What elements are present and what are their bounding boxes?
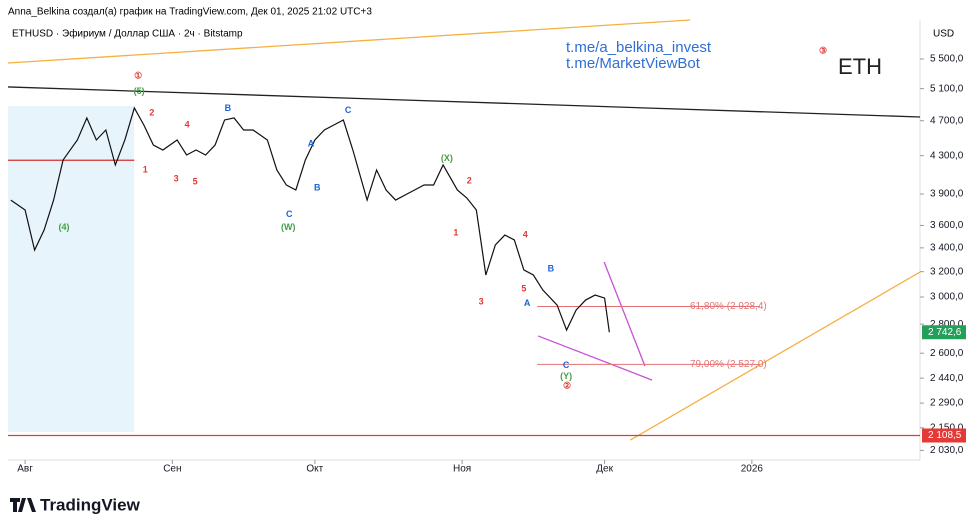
fib-label: 79,00% (2 527,0) <box>690 359 767 370</box>
wave-label: 2 <box>467 175 472 185</box>
y-tick-label: 2 150,0 <box>930 422 964 433</box>
fib-label: 61,80% (2 928,4) <box>690 301 767 312</box>
price-label: 2 108,5 <box>928 430 962 441</box>
wave-label: B <box>314 182 321 192</box>
wave-label: C <box>345 105 352 115</box>
wave-label: B <box>225 103 232 113</box>
price-label: 2 742,6 <box>928 327 962 338</box>
wave-label: 1 <box>453 228 458 238</box>
wave-label: 5 <box>193 176 198 186</box>
frame <box>0 0 974 1</box>
y-tick-label: 2 800,0 <box>930 319 964 330</box>
y-tick-label: 5 500,0 <box>930 54 964 65</box>
wave-label: B <box>548 264 555 274</box>
wave-label: C <box>563 360 570 370</box>
wave-label: ① <box>134 70 142 80</box>
x-tick-label: Авг <box>17 464 33 475</box>
y-tick-label: 2 030,0 <box>930 445 964 456</box>
wave-label: 4 <box>523 230 528 240</box>
y-tick-label: 3 200,0 <box>930 266 964 277</box>
price-label-box <box>922 325 966 340</box>
x-tick-label: Окт <box>306 464 323 475</box>
wave-label: (X) <box>441 153 453 163</box>
trend-line <box>537 335 653 381</box>
wave-label: 5 <box>521 284 526 294</box>
link[interactable]: t.me/MarketViewBot <box>566 55 701 72</box>
y-tick-label: 5 100,0 <box>930 83 964 94</box>
wave-label: 3 <box>174 174 179 184</box>
y-tick-label: 4 300,0 <box>930 150 964 161</box>
x-tick-label: Дек <box>596 464 613 475</box>
wave-label: (5) <box>134 86 145 96</box>
y-tick-label: 3 900,0 <box>930 189 964 200</box>
trend-line <box>7 19 691 64</box>
wave-label: (Y) <box>560 371 572 381</box>
wave-label: 2 <box>149 108 154 118</box>
y-tick-label: 2 290,0 <box>930 398 964 409</box>
x-tick-label: Ноя <box>453 464 471 475</box>
symbol-label: ETH <box>838 54 882 79</box>
wave-label: ② <box>563 381 571 391</box>
wave-label: (4) <box>59 222 70 232</box>
wave-label: ③ <box>819 46 827 56</box>
y-tick-label: 3 400,0 <box>930 243 964 254</box>
link[interactable]: t.me/a_belkina_invest <box>566 39 712 56</box>
logo: TradingView <box>10 495 141 514</box>
currency: USD <box>933 29 954 40</box>
y-tick-label: 3 600,0 <box>930 220 964 231</box>
wave-label: C <box>286 209 293 219</box>
wave-label: A <box>308 138 315 148</box>
trend-line <box>629 271 921 441</box>
x-tick-label: Сен <box>163 464 181 475</box>
x-tick-label: 2026 <box>741 464 764 475</box>
y-tick-label: 4 700,0 <box>930 115 964 126</box>
y-tick-label: 2 600,0 <box>930 348 964 359</box>
credit: Anna_Belkina создал(а) график на Trading… <box>8 6 372 18</box>
symbol-title: ETHUSD · Эфириум / Доллар США · 2ч · Bit… <box>12 28 243 40</box>
price-label-box <box>922 428 966 443</box>
price-line <box>10 106 610 333</box>
y-tick-label: 2 440,0 <box>930 373 964 384</box>
wave-label: (W) <box>281 222 296 232</box>
logo-text: TradingView <box>40 495 141 514</box>
highlight-zone <box>8 106 134 432</box>
y-tick-label: 3 000,0 <box>930 292 964 303</box>
trend-line <box>7 86 921 118</box>
trend-line <box>603 261 646 367</box>
wave-label: A <box>524 298 531 308</box>
wave-label: 3 <box>479 297 484 307</box>
wave-label: 1 <box>143 164 148 174</box>
wave-label: 4 <box>185 119 190 129</box>
